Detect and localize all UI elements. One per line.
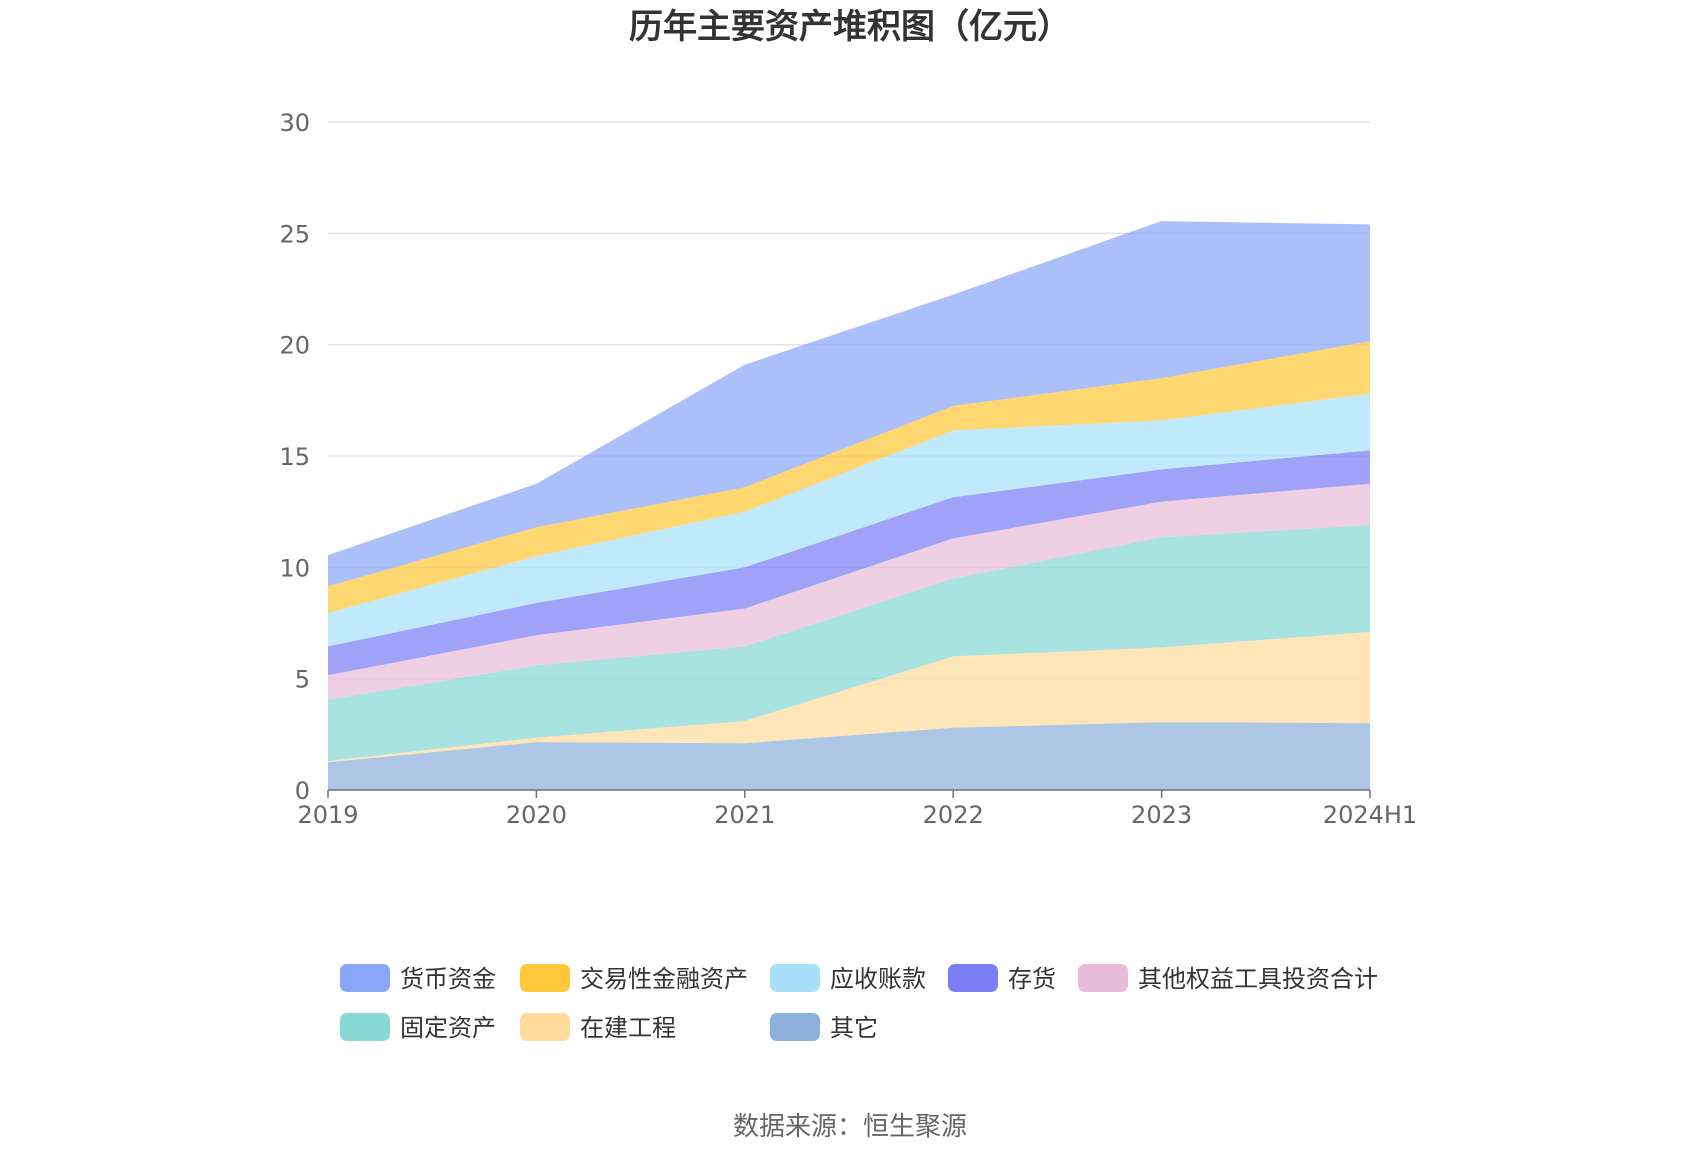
x-tick-label: 2020 [506, 801, 567, 829]
legend-label: 货币资金 [400, 965, 496, 993]
legend-item[interactable]: 其它 [770, 1013, 878, 1042]
legend-swatch [770, 1013, 820, 1041]
legend-item[interactable]: 存货 [948, 964, 1056, 993]
legend-label: 其他权益工具投资合计 [1138, 965, 1378, 993]
y-tick-label: 20 [279, 332, 310, 360]
y-tick-label: 5 [295, 666, 310, 694]
legend-label: 应收账款 [830, 965, 926, 993]
x-tick-label: 2023 [1131, 801, 1192, 829]
area-series-2[interactable] [328, 525, 1370, 762]
data-source-note: 数据来源：恒生聚源 [733, 1112, 967, 1142]
area-series [328, 221, 1370, 790]
area-series-5[interactable] [328, 393, 1370, 647]
chart-title: 历年主要资产堆积图（亿元） [629, 7, 1071, 47]
y-tick-label: 15 [279, 443, 310, 471]
area-series-6[interactable] [328, 341, 1370, 613]
legend-label: 在建工程 [580, 1014, 676, 1042]
legend-item[interactable]: 货币资金 [340, 964, 496, 993]
legend-item[interactable]: 其他权益工具投资合计 [1078, 964, 1378, 993]
area-series-4[interactable] [328, 450, 1370, 676]
x-tick-label: 2019 [297, 801, 358, 829]
legend-swatch [520, 1013, 570, 1041]
legend-item[interactable]: 固定资产 [340, 1013, 496, 1042]
legend-swatch [340, 1013, 390, 1041]
legend-swatch [770, 964, 820, 992]
legend-item[interactable]: 在建工程 [520, 1013, 676, 1042]
legend-swatch [340, 964, 390, 992]
legend-label: 存货 [1008, 965, 1056, 993]
legend-swatch [520, 964, 570, 992]
x-tick-label: 2022 [923, 801, 984, 829]
legend-label: 交易性金融资产 [580, 965, 748, 993]
legend-label: 固定资产 [400, 1014, 496, 1042]
axes: 2019 2020 2021 2022 2023 2024H1 [297, 789, 1417, 829]
y-tick-label: 25 [279, 220, 310, 248]
x-tick-label: 2021 [714, 801, 775, 829]
y-tick-label: 10 [279, 554, 310, 582]
area-series-1[interactable] [328, 631, 1370, 763]
x-tick-label: 2024H1 [1323, 801, 1417, 829]
legend-swatch [1078, 964, 1128, 992]
area-series-7[interactable] [328, 221, 1370, 587]
legend-label: 其它 [830, 1014, 878, 1042]
legend-swatch [948, 964, 998, 992]
y-tick-label: 0 [295, 777, 310, 805]
legend-item[interactable]: 交易性金融资产 [520, 964, 748, 993]
area-series-3[interactable] [328, 483, 1370, 700]
y-tick-label: 30 [279, 109, 310, 137]
legend-item[interactable]: 应收账款 [770, 964, 926, 993]
area-series-0[interactable] [328, 722, 1370, 790]
